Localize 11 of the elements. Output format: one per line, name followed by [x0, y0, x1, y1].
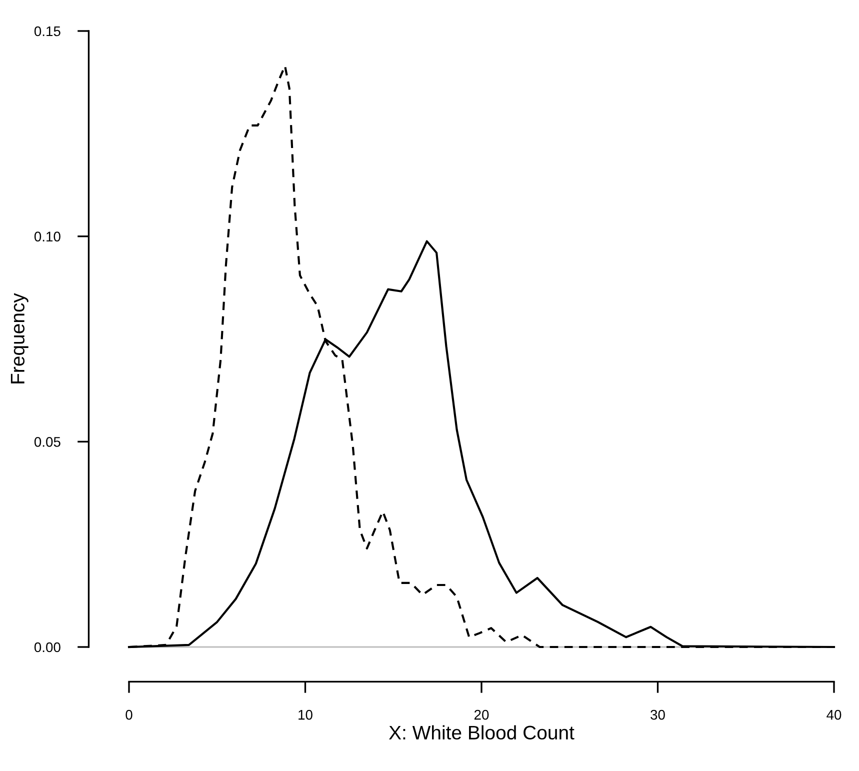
y-tick-label: 0.15	[34, 26, 60, 36]
x-tick-label: 40	[826, 710, 842, 720]
x-tick-label: 0	[126, 710, 132, 720]
y-tick-label: 0.00	[34, 642, 60, 652]
x-tick-label: 20	[474, 710, 489, 720]
x-axis-title: X: White Blood Count	[388, 725, 574, 740]
y-axis-title: Frequency	[10, 293, 28, 384]
y-tick-label: 0.05	[34, 437, 60, 447]
x-tick-label: 30	[650, 710, 665, 720]
x-tick-label: 10	[298, 710, 312, 720]
y-tick-label: 0.10	[34, 232, 60, 242]
